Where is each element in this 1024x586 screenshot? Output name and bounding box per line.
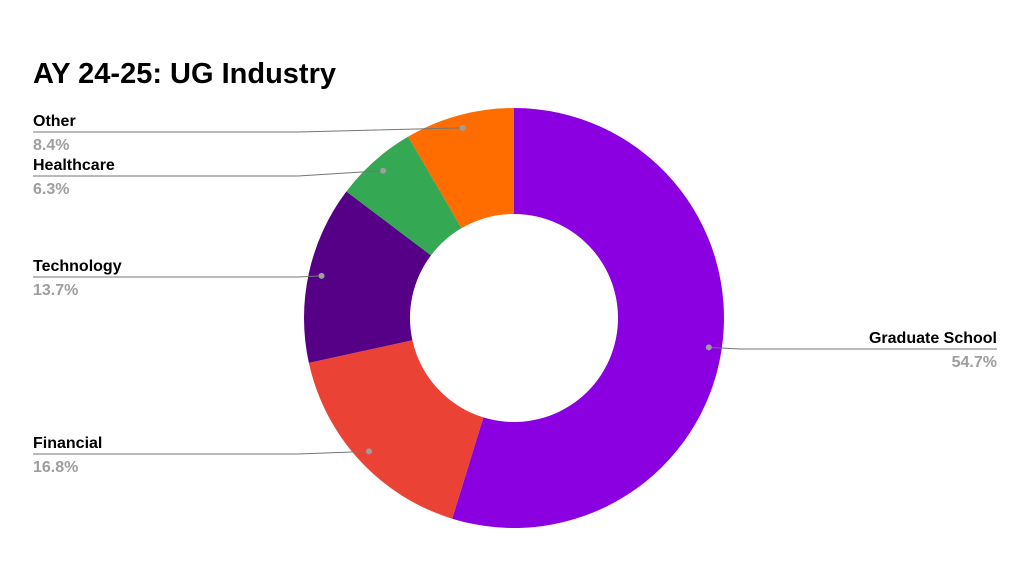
slice-technology [304,191,431,363]
slice-label-other: Other [33,113,76,130]
leader-dot-technology [318,272,325,279]
slice-value-healthcare: 6.3% [33,181,69,198]
leader-dot-financial [366,448,373,455]
slice-other [408,108,514,229]
slice-label-graduate-school: Graduate School [869,330,997,347]
leader-dot-healthcare [380,167,387,174]
leader-line-graduate-school [708,346,997,350]
slice-value-technology: 13.7% [33,282,78,299]
slice-value-financial: 16.8% [33,459,78,476]
leader-line-healthcare [33,170,384,177]
leader-line-other [33,127,463,133]
leader-line-technology [33,275,322,278]
slice-value-graduate-school: 54.7% [952,354,997,371]
chart-title: AY 24-25: UG Industry [33,58,336,90]
slice-financial [308,340,484,519]
slice-healthcare [346,136,462,256]
slices-group [304,108,724,528]
labels-group: Graduate School 54.7% Financial 16.8% Techno… [33,113,997,476]
slice-value-other: 8.4% [33,137,69,154]
leader-dot-other [459,124,466,131]
slice-label-technology: Technology [33,258,122,275]
slice-graduate-school [452,108,724,528]
slice-label-healthcare: Healthcare [33,157,115,174]
slice-label-financial: Financial [33,435,102,452]
leader-line-financial [33,450,370,455]
leader-dot-graduate-school [705,344,712,351]
